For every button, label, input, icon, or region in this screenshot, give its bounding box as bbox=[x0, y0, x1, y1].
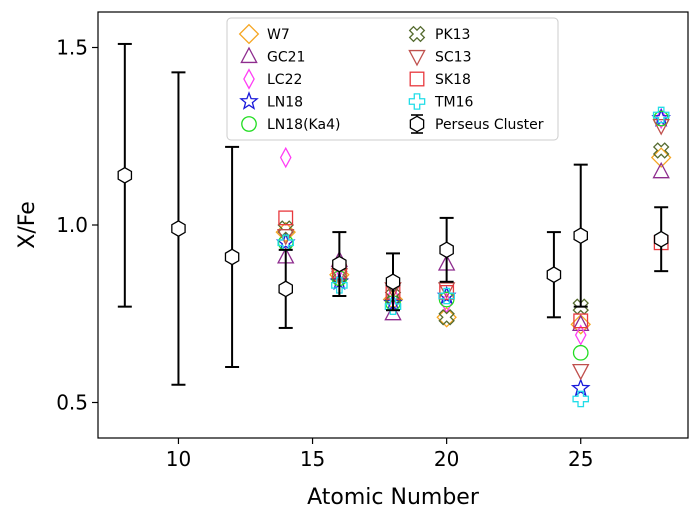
plot-frame bbox=[97, 11, 689, 439]
x-tick-label: 10 bbox=[166, 447, 191, 471]
x-axis-label: Atomic Number bbox=[307, 485, 480, 510]
data-point bbox=[438, 287, 455, 305]
data-point bbox=[653, 110, 670, 127]
legend: W7 GC21 LC22 LN18 LN18(Ka4) PK13 SC13 SK18 TM16 P… bbox=[226, 17, 559, 141]
data-point bbox=[439, 284, 455, 300]
data-point bbox=[385, 273, 401, 291]
legend-item: PK13 bbox=[408, 25, 470, 43]
legend-item: LC22 bbox=[243, 68, 302, 90]
legend-item: GC21 bbox=[240, 46, 305, 66]
data-point bbox=[224, 248, 240, 266]
legend-item: Perseus Cluster bbox=[409, 114, 544, 134]
data-point bbox=[279, 146, 292, 169]
data-point bbox=[573, 227, 588, 245]
y-tick-label: 1.5 bbox=[56, 36, 88, 60]
legend-item: W7 bbox=[238, 23, 290, 45]
data-point bbox=[653, 230, 669, 248]
legend-label: Perseus Cluster bbox=[435, 117, 544, 133]
data-point bbox=[384, 303, 402, 321]
data-point bbox=[652, 106, 670, 124]
legend-label: LN18(Ka4) bbox=[267, 117, 340, 133]
legend-item: LN18 bbox=[239, 91, 303, 111]
data-point bbox=[652, 142, 670, 159]
data-point bbox=[572, 363, 590, 381]
legend-marker bbox=[408, 25, 426, 43]
series-perseus-cluster bbox=[117, 42, 669, 386]
data-point bbox=[440, 292, 453, 314]
legend-box bbox=[226, 17, 559, 141]
legend-label: LN18 bbox=[267, 95, 303, 111]
data-point bbox=[277, 220, 294, 237]
legend-marker bbox=[238, 23, 260, 45]
y-axis-label: X/Fe bbox=[15, 201, 40, 248]
axes: 10 15 20 25 0.5 1.0 1.5 bbox=[56, 36, 593, 472]
data-point bbox=[572, 344, 589, 361]
data-point bbox=[275, 221, 296, 243]
data-point bbox=[572, 390, 590, 408]
legend-marker bbox=[243, 68, 255, 90]
data-point bbox=[572, 314, 590, 332]
y-tick-label: 1.0 bbox=[56, 213, 88, 237]
legend-label: TM16 bbox=[434, 95, 474, 111]
legend-marker bbox=[409, 115, 425, 133]
data-point bbox=[278, 210, 294, 226]
legend-marker bbox=[240, 46, 258, 64]
x-tick-label: 15 bbox=[300, 447, 325, 471]
x-tick-label: 25 bbox=[568, 447, 593, 471]
series-sc13 bbox=[277, 119, 670, 381]
legend-label: GC21 bbox=[267, 50, 305, 66]
legend-label: PK13 bbox=[435, 27, 470, 43]
data-point bbox=[277, 229, 295, 246]
x-tick-label: 20 bbox=[434, 447, 459, 471]
data-point bbox=[573, 313, 589, 329]
legend-marker bbox=[408, 93, 426, 110]
legend-item: LN18(Ka4) bbox=[241, 116, 340, 133]
data-point bbox=[574, 324, 587, 346]
legend-label: W7 bbox=[267, 27, 290, 43]
data-point bbox=[117, 166, 133, 184]
data-point bbox=[652, 119, 670, 136]
data-point bbox=[278, 280, 294, 298]
data-point bbox=[652, 161, 670, 179]
legend-label: LC22 bbox=[267, 72, 302, 88]
legend-marker bbox=[239, 91, 259, 110]
data-point bbox=[384, 298, 402, 315]
data-marks bbox=[117, 42, 672, 408]
legend-item: SK18 bbox=[409, 71, 471, 88]
data-point bbox=[439, 241, 454, 259]
legend-marker bbox=[241, 116, 257, 132]
data-point bbox=[332, 255, 347, 273]
legend-item: TM16 bbox=[408, 93, 474, 111]
y-tick-label: 0.5 bbox=[56, 391, 88, 415]
data-point bbox=[331, 277, 348, 294]
data-point bbox=[437, 282, 456, 299]
data-point bbox=[171, 220, 186, 237]
legend-label: SK18 bbox=[435, 72, 471, 88]
legend-label: SC13 bbox=[435, 50, 471, 66]
legend-marker bbox=[409, 71, 425, 87]
data-point bbox=[546, 266, 562, 284]
data-point bbox=[438, 309, 455, 326]
legend-item: SC13 bbox=[408, 49, 471, 67]
legend-marker bbox=[408, 49, 426, 67]
